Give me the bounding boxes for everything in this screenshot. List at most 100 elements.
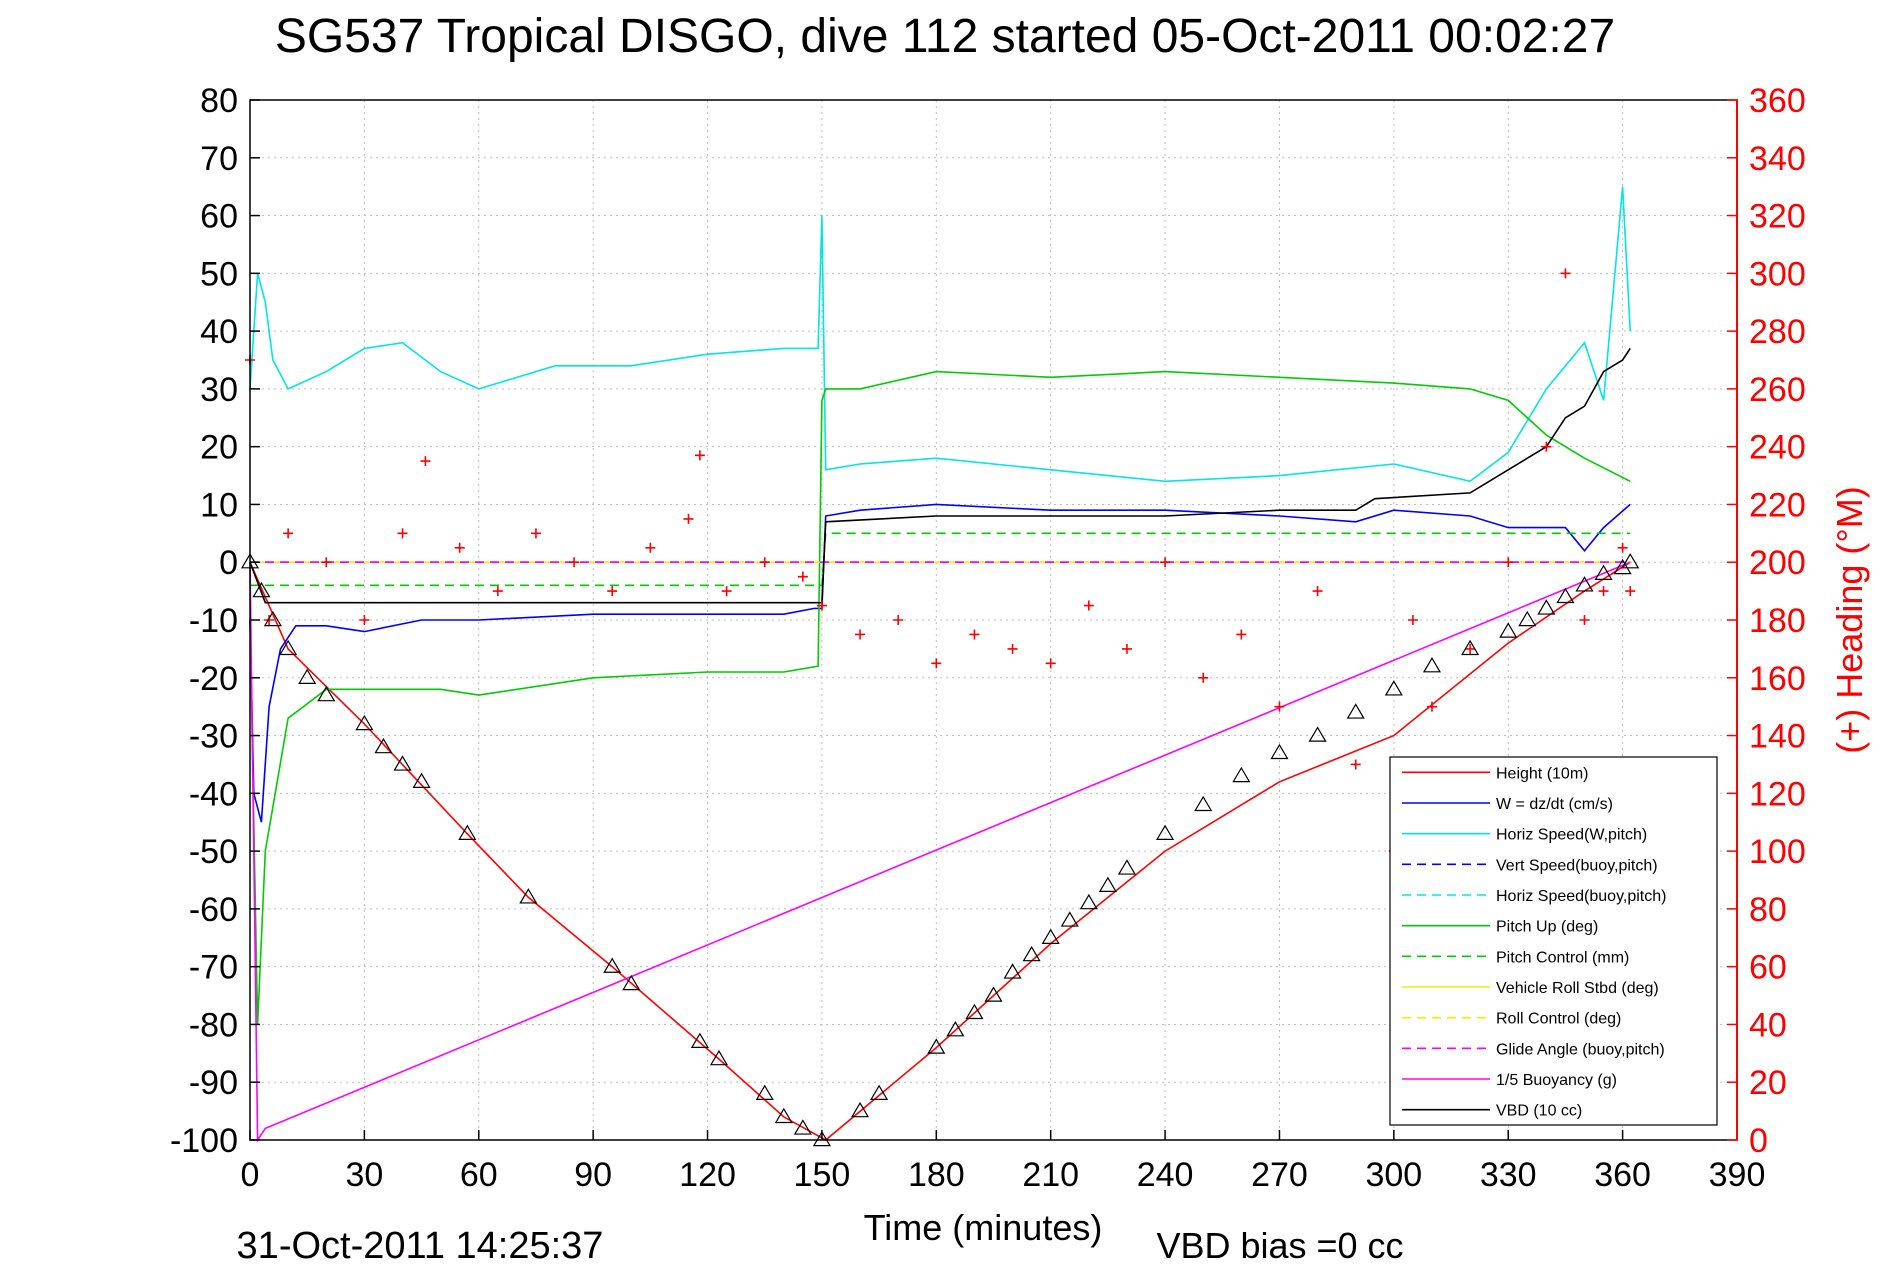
y-tick-label: 70 <box>200 140 238 178</box>
y2-tick-label: 80 <box>1749 891 1787 929</box>
legend: Height (10m) W = dz/dt (cm/s) Horiz Speed(… <box>1389 756 1718 1126</box>
y2-tick-label: 60 <box>1749 949 1787 987</box>
footer-date: 31-Oct-2011 14:25:37 <box>237 1225 604 1262</box>
position-marker <box>965 1003 984 1020</box>
heading-marker <box>1198 672 1209 683</box>
y2-tick-label: 260 <box>1749 371 1806 409</box>
y-tick-label: 60 <box>200 198 238 236</box>
y2-tick-label: 140 <box>1749 718 1806 756</box>
heading-marker <box>420 456 431 467</box>
y2-tick-label: 40 <box>1749 1006 1787 1044</box>
y-tick-label: -60 <box>189 891 238 929</box>
y2-tick-label: 100 <box>1749 833 1806 871</box>
position-marker <box>774 1107 793 1124</box>
legend-label: Glide Angle (buoy,pitch) <box>1496 1041 1665 1058</box>
heading-marker <box>1121 643 1132 654</box>
position-marker <box>1346 703 1365 719</box>
x-tick-label: 330 <box>1480 1156 1537 1194</box>
y2-tick-label: 180 <box>1749 602 1806 640</box>
position-marker <box>1613 558 1632 575</box>
heading-marker <box>721 586 732 597</box>
y-tick-label: -30 <box>189 718 238 756</box>
heading-marker <box>359 615 370 625</box>
position-marker <box>263 610 282 627</box>
position-marker <box>1194 795 1213 812</box>
footer-bias: VBD bias =0 cc <box>1156 1225 1403 1262</box>
series-line <box>249 347 1631 604</box>
x-tick-label: 210 <box>1022 1156 1079 1194</box>
heading-marker <box>1503 557 1514 568</box>
legend-label: Horiz Speed(buoy,pitch) <box>1496 888 1666 905</box>
heading-marker <box>1465 643 1476 654</box>
heading-marker <box>694 450 705 461</box>
heading-marker <box>321 557 332 568</box>
legend-label: Roll Control (deg) <box>1496 1011 1621 1028</box>
position-marker <box>927 1038 946 1054</box>
position-marker <box>1156 824 1175 840</box>
x-tick-label: 0 <box>241 1156 260 1194</box>
heading-marker <box>607 586 618 597</box>
heading-marker <box>1426 701 1437 712</box>
heading-marker <box>759 557 770 568</box>
x-tick-label: 60 <box>460 1156 498 1194</box>
position-marker <box>851 1101 870 1118</box>
y2-tick-label: 160 <box>1749 660 1806 698</box>
y-tick-label: -80 <box>189 1006 238 1044</box>
position-marker <box>1003 963 1022 979</box>
heading-marker <box>969 629 980 640</box>
position-marker <box>984 986 1003 1002</box>
heading-marker <box>855 629 866 640</box>
position-marker <box>1232 766 1251 783</box>
x-tick-label: 150 <box>794 1156 851 1194</box>
position-marker <box>279 639 298 656</box>
legend-label: VBD (10 cc) <box>1496 1103 1582 1120</box>
position-marker <box>793 1119 812 1135</box>
position-marker <box>1518 610 1537 627</box>
y2-tick-label: 280 <box>1749 313 1806 351</box>
y2-tick-label: 120 <box>1749 775 1806 813</box>
heading-marker <box>283 528 294 539</box>
y-tick-label: -100 <box>170 1122 238 1160</box>
heading-marker <box>1407 615 1418 625</box>
y-tick-label: -70 <box>189 949 238 987</box>
y2-tick-label: 320 <box>1749 198 1806 236</box>
heading-marker <box>1045 658 1056 669</box>
y2-tick-label: 340 <box>1749 140 1806 178</box>
heading-marker <box>797 571 808 582</box>
legend-label: Vehicle Roll Stbd (deg) <box>1496 980 1659 997</box>
heading-marker <box>1236 629 1247 640</box>
legend-label: Horiz Speed(W,pitch) <box>1496 827 1647 844</box>
legend-box <box>1389 756 1718 1126</box>
heading-marker <box>931 658 942 669</box>
y-tick-label: -20 <box>189 660 238 698</box>
heading-marker <box>645 542 656 553</box>
y2-tick-label: 0 <box>1749 1122 1768 1160</box>
position-marker <box>412 772 431 788</box>
heading-marker <box>1007 643 1018 654</box>
heading-marker <box>1598 586 1609 597</box>
series-line <box>250 532 1631 587</box>
position-marker <box>355 714 374 731</box>
y-tick-label: -40 <box>189 775 238 813</box>
position-marker <box>1556 587 1575 604</box>
x-tick-label: 180 <box>908 1156 965 1194</box>
position-marker <box>252 581 271 598</box>
position-marker <box>393 755 412 771</box>
axis-layer: 0 30 60 90 120 150 180 210 240 270 300 330 360 390807… <box>170 82 1806 1194</box>
position-marker <box>812 1130 831 1147</box>
heading-marker <box>1625 586 1636 597</box>
heading-marker <box>492 586 503 597</box>
position-marker <box>1621 553 1640 569</box>
position-marker <box>1079 893 1098 910</box>
x-tick-label: 390 <box>1709 1156 1766 1194</box>
y-tick-label: 10 <box>200 486 238 524</box>
heading-marker <box>1274 701 1285 712</box>
heading-marker <box>816 600 827 611</box>
y-tick-label: 0 <box>219 544 238 582</box>
legend-label: Pitch Up (deg) <box>1496 919 1598 936</box>
x-tick-label: 270 <box>1251 1156 1308 1194</box>
series-line <box>249 370 1631 1025</box>
y-tick-label: 50 <box>200 255 238 293</box>
position-marker <box>946 1021 965 1037</box>
x-tick-label: 240 <box>1137 1156 1194 1194</box>
